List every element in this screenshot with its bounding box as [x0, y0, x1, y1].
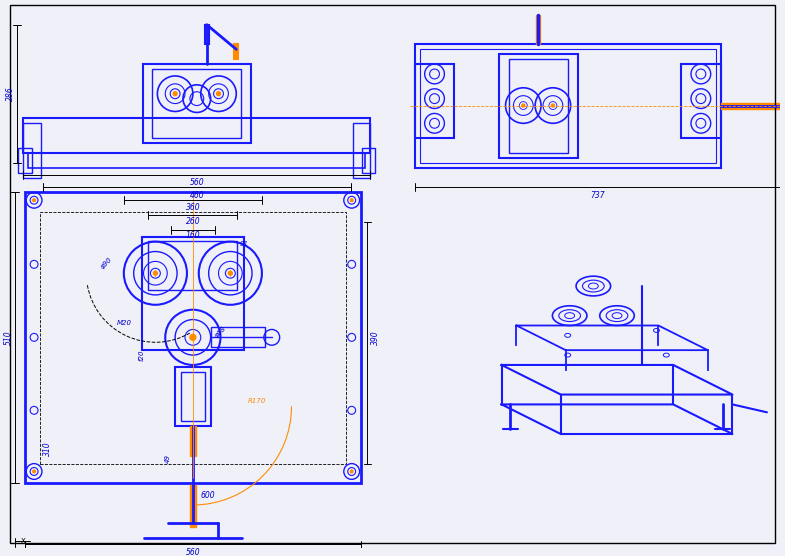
Text: 160: 160 [185, 231, 200, 240]
Text: 286: 286 [6, 86, 15, 101]
Text: 560: 560 [189, 178, 204, 187]
Bar [24, 123, 41, 177]
Bar [190, 426, 195, 456]
Bar [205, 24, 209, 44]
Bar [420, 49, 716, 163]
Text: X: X [21, 538, 26, 544]
Text: 260: 260 [185, 217, 200, 226]
Circle shape [228, 271, 232, 275]
Bar [414, 64, 455, 138]
Bar [141, 237, 244, 350]
Text: 360: 360 [185, 202, 200, 212]
Bar [536, 15, 540, 44]
Bar [148, 241, 237, 290]
Bar [362, 148, 375, 172]
Circle shape [190, 334, 195, 340]
Circle shape [350, 470, 353, 473]
Circle shape [33, 470, 35, 473]
Bar [721, 103, 780, 108]
Text: 560: 560 [185, 548, 200, 556]
Text: 310: 310 [43, 441, 53, 456]
Bar [18, 148, 32, 172]
Circle shape [33, 198, 35, 202]
Circle shape [551, 104, 554, 107]
Bar [24, 118, 371, 153]
Text: f20: f20 [139, 349, 144, 361]
Bar [210, 327, 265, 347]
Bar [40, 212, 345, 464]
Circle shape [153, 271, 157, 275]
Text: 49: 49 [165, 454, 171, 463]
Bar [414, 44, 721, 168]
Text: M20: M20 [116, 320, 131, 326]
Bar [190, 485, 195, 527]
Text: φ90: φ90 [99, 256, 113, 270]
Text: 600: 600 [200, 490, 215, 500]
Bar [28, 153, 366, 168]
Text: 460: 460 [189, 191, 204, 200]
Bar [509, 59, 568, 153]
Text: 737: 737 [590, 191, 604, 200]
Text: φ68: φ68 [214, 325, 228, 339]
Text: 91: 91 [239, 241, 249, 247]
Bar [175, 367, 210, 426]
Bar [681, 64, 721, 138]
Text: 390: 390 [371, 330, 380, 345]
Circle shape [522, 104, 525, 107]
Text: R170: R170 [248, 399, 266, 404]
Bar [181, 372, 205, 421]
Bar [152, 69, 241, 138]
Circle shape [173, 92, 177, 96]
Bar [352, 123, 371, 177]
Circle shape [350, 198, 353, 202]
Text: 510: 510 [4, 330, 13, 345]
Bar [498, 54, 578, 158]
Bar [25, 192, 360, 483]
Bar [143, 64, 251, 143]
Bar [234, 44, 238, 59]
Circle shape [217, 92, 221, 96]
